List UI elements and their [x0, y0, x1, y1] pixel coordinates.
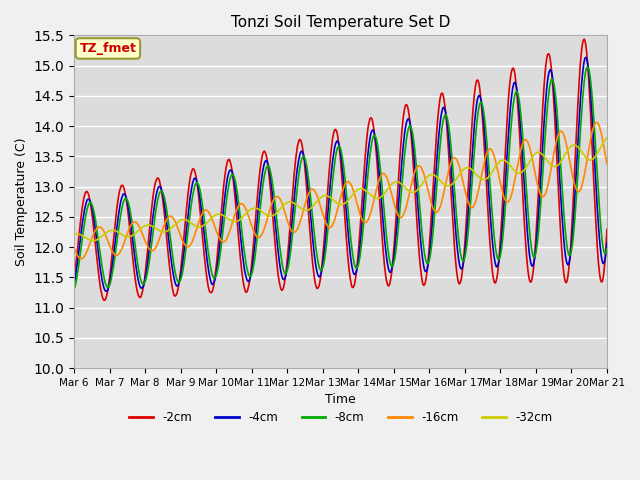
-16cm — [603, 161, 611, 167]
-2cm — [424, 265, 431, 271]
-2cm — [249, 251, 257, 257]
-16cm — [78, 256, 86, 262]
-2cm — [189, 166, 197, 171]
-32cm — [176, 217, 184, 223]
-8cm — [176, 279, 184, 285]
Line: -32cm: -32cm — [74, 138, 607, 240]
Line: -2cm: -2cm — [74, 39, 607, 300]
-4cm — [189, 179, 197, 184]
-4cm — [70, 282, 78, 288]
-32cm — [70, 231, 78, 237]
-32cm — [89, 238, 97, 243]
-32cm — [540, 154, 548, 159]
-16cm — [189, 237, 197, 243]
Title: Tonzi Soil Temperature Set D: Tonzi Soil Temperature Set D — [231, 15, 450, 30]
Legend: -2cm, -4cm, -8cm, -16cm, -32cm: -2cm, -4cm, -8cm, -16cm, -32cm — [124, 407, 557, 429]
-32cm — [189, 222, 197, 228]
-2cm — [70, 276, 78, 281]
-2cm — [540, 84, 548, 90]
-8cm — [423, 260, 431, 266]
-2cm — [580, 36, 588, 42]
-16cm — [249, 226, 257, 231]
-4cm — [540, 120, 548, 126]
Y-axis label: Soil Temperature (C): Soil Temperature (C) — [15, 137, 28, 266]
-8cm — [248, 269, 256, 275]
-8cm — [493, 252, 500, 257]
-8cm — [189, 193, 196, 199]
-4cm — [603, 240, 611, 246]
-32cm — [424, 174, 431, 180]
-8cm — [70, 286, 78, 291]
-16cm — [424, 185, 431, 191]
-4cm — [102, 288, 110, 294]
-16cm — [593, 120, 600, 125]
-16cm — [540, 193, 548, 199]
X-axis label: Time: Time — [325, 394, 356, 407]
-16cm — [176, 231, 184, 237]
-4cm — [582, 55, 589, 60]
-32cm — [249, 205, 257, 211]
Line: -16cm: -16cm — [74, 122, 607, 259]
-4cm — [424, 265, 431, 271]
-8cm — [540, 156, 547, 162]
-4cm — [176, 276, 184, 282]
-32cm — [493, 162, 501, 168]
-4cm — [249, 262, 257, 267]
Line: -8cm: -8cm — [74, 67, 607, 288]
Text: TZ_fmet: TZ_fmet — [79, 42, 136, 55]
-16cm — [493, 164, 501, 170]
-8cm — [603, 246, 611, 252]
-4cm — [493, 264, 501, 270]
-2cm — [176, 273, 184, 278]
Line: -4cm: -4cm — [74, 58, 607, 291]
-2cm — [493, 275, 501, 280]
-8cm — [584, 64, 591, 70]
-32cm — [603, 135, 611, 141]
-2cm — [100, 298, 108, 303]
-16cm — [70, 246, 78, 252]
-2cm — [603, 227, 611, 232]
